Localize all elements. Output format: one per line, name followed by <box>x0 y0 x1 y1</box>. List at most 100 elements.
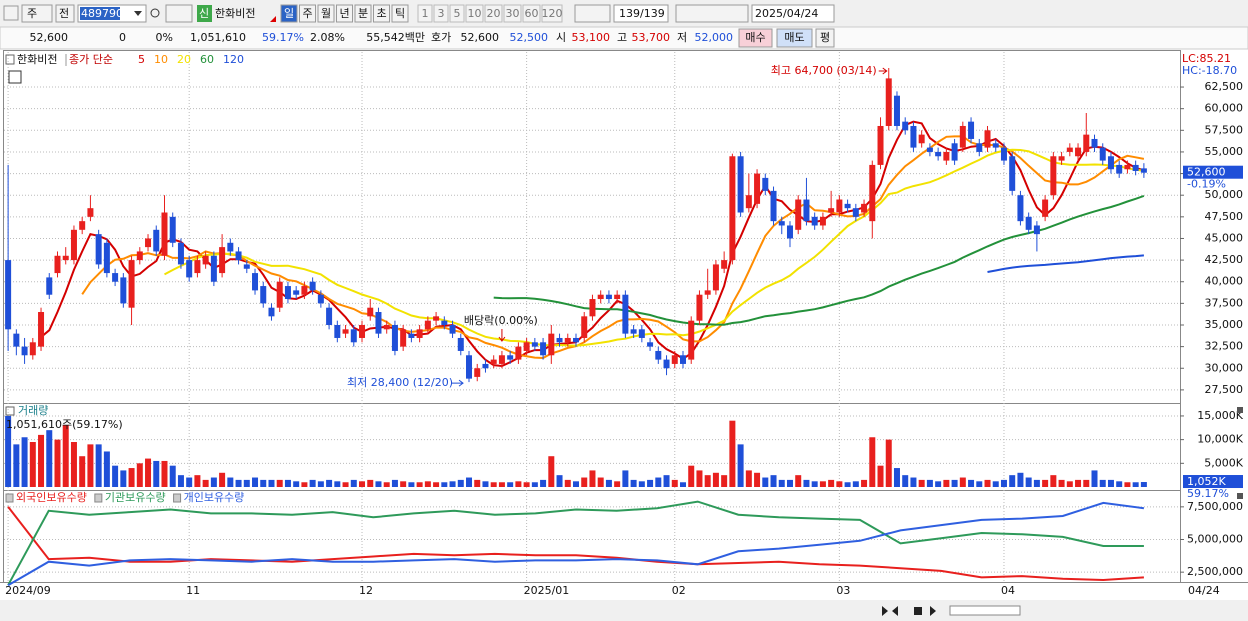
volume-bar <box>811 481 818 487</box>
candle-body <box>573 337 579 343</box>
candle-body <box>836 199 843 213</box>
panel-close[interactable] <box>1237 407 1243 413</box>
period-button[interactable] <box>317 4 335 23</box>
legend-ma-period: 20 <box>177 53 191 66</box>
interval-button[interactable] <box>449 4 465 23</box>
candle-body <box>795 199 802 230</box>
candle-body <box>663 359 670 369</box>
x-tick-label: 12 <box>359 584 373 597</box>
current-volume-box <box>1183 475 1243 489</box>
volume-bar <box>210 477 217 487</box>
volume-bar <box>770 475 777 487</box>
candle-body <box>614 294 621 300</box>
mode-button[interactable] <box>55 4 75 23</box>
candle-body <box>482 363 489 369</box>
period-button[interactable] <box>280 4 298 23</box>
volume-title: 거래량 <box>18 404 48 417</box>
interval-button[interactable] <box>433 4 449 23</box>
volume-bar <box>1091 470 1098 487</box>
buy-button[interactable] <box>738 28 773 48</box>
candle-body <box>79 221 86 230</box>
scroll-buttons[interactable] <box>882 606 936 616</box>
panel-close[interactable] <box>1237 493 1243 499</box>
y-tick-label: 32,500 <box>1205 340 1244 353</box>
candle-body <box>498 355 505 364</box>
volume-bar <box>1058 479 1065 487</box>
x-tick-label: 11 <box>186 584 200 597</box>
bottom-toolbar <box>0 600 1248 621</box>
candle-body <box>1075 147 1082 157</box>
candle-body <box>383 324 390 330</box>
volume-bar <box>375 481 382 487</box>
volume-bar <box>153 460 160 487</box>
volume-bar <box>177 475 184 487</box>
volume-bar <box>655 477 662 487</box>
badge: 신 <box>199 7 209 20</box>
sell-button[interactable] <box>776 28 813 48</box>
calc-icon[interactable] <box>8 70 22 84</box>
volume-bar <box>704 475 711 487</box>
volume-bar <box>1124 482 1131 487</box>
menu-icon[interactable] <box>3 5 19 21</box>
info-open-label: 시 <box>556 31 566 44</box>
volume-bar <box>1017 472 1024 487</box>
period: 월 <box>321 7 331 20</box>
y-tick-label: 5,000K <box>1204 456 1243 469</box>
candle-body <box>926 147 933 152</box>
candle-body <box>778 221 785 226</box>
volume-bar <box>507 482 514 487</box>
eval-button[interactable] <box>815 28 835 48</box>
count-box[interactable] <box>613 4 669 23</box>
zoom-slider[interactable] <box>949 605 1021 616</box>
holding-line <box>7 500 1144 586</box>
volume-bar <box>38 434 45 487</box>
volume-bar <box>227 477 234 487</box>
volume-bar <box>466 477 473 487</box>
candle-body <box>186 260 193 278</box>
search-icon[interactable] <box>150 8 160 18</box>
period-button[interactable] <box>391 4 409 23</box>
candle-body <box>754 173 761 204</box>
interval-button[interactable] <box>503 4 522 23</box>
period-button[interactable] <box>373 4 390 23</box>
period-button[interactable] <box>354 4 372 23</box>
candle-body <box>103 242 110 274</box>
sound-button[interactable] <box>165 4 193 23</box>
volume-bar <box>474 479 481 487</box>
legend-series: 개인보유수량 <box>184 491 245 504</box>
volume-bar <box>844 482 851 487</box>
interval-button[interactable] <box>417 4 433 23</box>
interval-button[interactable] <box>541 4 563 23</box>
period-button[interactable] <box>336 4 353 23</box>
current-volume-rate: 59.17% <box>1187 487 1229 500</box>
interval-button[interactable] <box>522 4 541 23</box>
volume-bar <box>622 470 629 487</box>
volume-bar <box>663 475 670 487</box>
volume-bar <box>367 479 374 487</box>
interval-dropdown[interactable] <box>574 4 611 23</box>
volume-bar <box>13 444 20 487</box>
volume-bar <box>498 482 505 487</box>
volume-bar <box>540 479 547 487</box>
dropdown-arrow[interactable] <box>134 11 142 16</box>
volume-bar <box>1066 481 1073 487</box>
date-box[interactable] <box>751 4 835 23</box>
candle-body <box>696 294 703 321</box>
interval-button[interactable] <box>465 4 484 23</box>
period-button[interactable] <box>299 4 316 23</box>
volume-bar <box>120 470 127 487</box>
volume-bar <box>564 479 571 487</box>
candle-body <box>375 312 382 334</box>
tool-icons[interactable] <box>675 4 749 23</box>
volume-bar <box>235 479 242 487</box>
volume-bar <box>317 481 324 487</box>
interval-button[interactable] <box>484 4 503 23</box>
total: /139 <box>640 7 665 20</box>
legend-ma-period: 60 <box>200 53 214 66</box>
candle-body <box>474 368 481 377</box>
candle-body <box>885 78 892 126</box>
candle-body <box>1025 216 1032 230</box>
candle-body <box>128 260 135 308</box>
market-select[interactable] <box>21 4 53 23</box>
info-turnover: 2.08% <box>310 31 345 44</box>
